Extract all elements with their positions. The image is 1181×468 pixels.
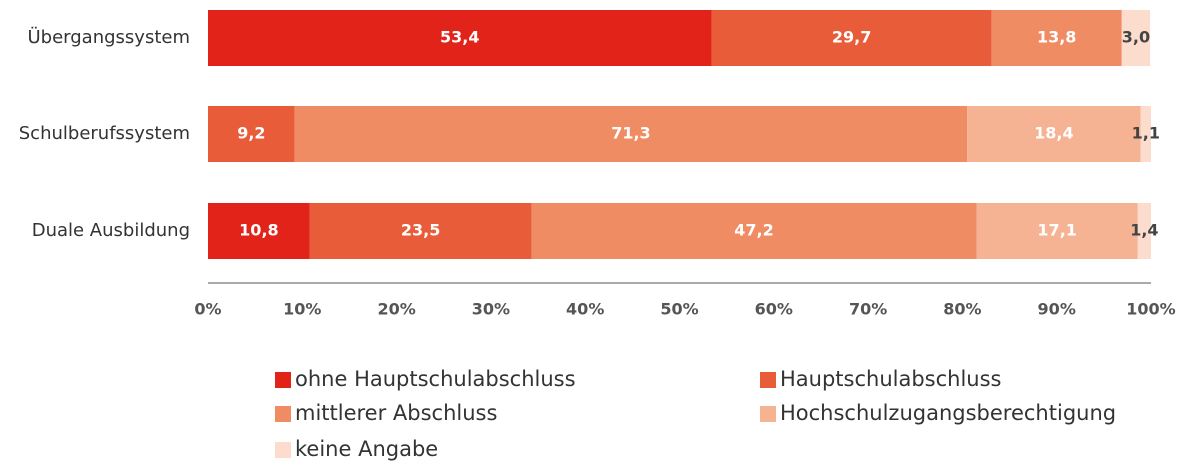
value-label: 10,8 bbox=[239, 221, 278, 240]
value-label: 18,4 bbox=[1034, 124, 1073, 143]
legend-label: keine Angabe bbox=[295, 437, 438, 461]
value-label: 1,4 bbox=[1130, 221, 1158, 240]
x-tick-label: 80% bbox=[943, 300, 981, 319]
bar-segment bbox=[208, 10, 712, 66]
legend-label: Hochschulzugangsberechtigung bbox=[780, 401, 1116, 425]
bar-segment bbox=[967, 106, 1141, 162]
bar-segment bbox=[294, 106, 968, 162]
x-tick-label: 50% bbox=[660, 300, 698, 319]
y-tick-label: Schulberufssystem bbox=[19, 123, 190, 144]
legend-swatch bbox=[275, 442, 291, 458]
bar-segment bbox=[208, 106, 295, 162]
legend-label: ohne Hauptschulabschluss bbox=[295, 367, 576, 391]
value-label: 47,2 bbox=[734, 221, 773, 240]
x-tick-label: 40% bbox=[566, 300, 604, 319]
value-label: 3,0 bbox=[1122, 28, 1150, 47]
bar-segment bbox=[1137, 203, 1151, 259]
x-tick-label: 10% bbox=[283, 300, 321, 319]
bar-segment bbox=[531, 203, 977, 259]
legend-swatch bbox=[275, 372, 291, 388]
legend-swatch bbox=[275, 406, 291, 422]
bar-segment bbox=[1140, 106, 1151, 162]
y-tick-label: Übergangssystem bbox=[27, 26, 190, 48]
bar-segment bbox=[208, 203, 310, 259]
bar-segment bbox=[991, 10, 1122, 66]
value-label: 71,3 bbox=[611, 124, 650, 143]
bar-segment bbox=[309, 203, 532, 259]
value-label: 13,8 bbox=[1037, 28, 1076, 47]
value-label: 9,2 bbox=[237, 124, 265, 143]
value-label: 23,5 bbox=[401, 221, 440, 240]
value-label: 29,7 bbox=[832, 28, 871, 47]
value-label: 17,1 bbox=[1037, 221, 1076, 240]
x-tick-label: 60% bbox=[755, 300, 793, 319]
value-label: 1,1 bbox=[1132, 124, 1160, 143]
legend-swatch bbox=[760, 406, 776, 422]
x-tick-label: 100% bbox=[1126, 300, 1175, 319]
value-label: 53,4 bbox=[440, 28, 479, 47]
legend-label: mittlerer Abschluss bbox=[295, 401, 497, 425]
legend-label: Hauptschulabschluss bbox=[780, 367, 1002, 391]
x-tick-label: 20% bbox=[377, 300, 415, 319]
bar-segment bbox=[976, 203, 1138, 259]
y-tick-label: Duale Ausbildung bbox=[32, 220, 190, 241]
bar-segment bbox=[1121, 10, 1151, 66]
x-tick-label: 30% bbox=[472, 300, 510, 319]
x-tick-label: 0% bbox=[194, 300, 221, 319]
x-tick-label: 90% bbox=[1038, 300, 1076, 319]
x-tick-label: 70% bbox=[849, 300, 887, 319]
legend-swatch bbox=[760, 372, 776, 388]
bar-segment bbox=[711, 10, 992, 66]
